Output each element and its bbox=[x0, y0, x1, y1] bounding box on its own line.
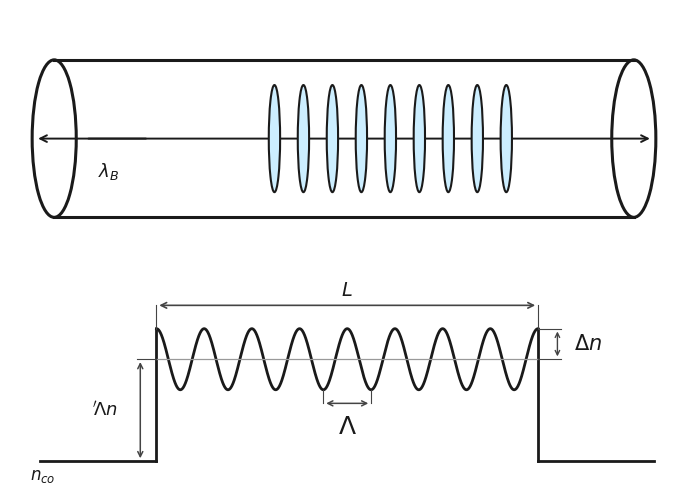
Text: $L$: $L$ bbox=[341, 281, 353, 300]
Bar bbox=[54, 60, 634, 217]
Ellipse shape bbox=[356, 85, 367, 192]
Ellipse shape bbox=[327, 85, 338, 192]
Ellipse shape bbox=[32, 60, 76, 217]
Ellipse shape bbox=[612, 60, 656, 217]
Text: $\Delta n$: $\Delta n$ bbox=[574, 334, 602, 354]
Ellipse shape bbox=[413, 85, 425, 192]
Ellipse shape bbox=[501, 85, 512, 192]
Ellipse shape bbox=[472, 85, 483, 192]
Ellipse shape bbox=[269, 85, 280, 192]
Text: ${}'\!\Lambda n$: ${}'\!\Lambda n$ bbox=[92, 400, 118, 420]
Ellipse shape bbox=[298, 85, 309, 192]
Ellipse shape bbox=[442, 85, 454, 192]
Ellipse shape bbox=[385, 85, 396, 192]
Text: $n_{co}$: $n_{co}$ bbox=[30, 467, 56, 486]
Text: $\lambda_{\mathit{B}}$: $\lambda_{\mathit{B}}$ bbox=[98, 161, 120, 182]
Text: $\Lambda$: $\Lambda$ bbox=[338, 415, 356, 439]
